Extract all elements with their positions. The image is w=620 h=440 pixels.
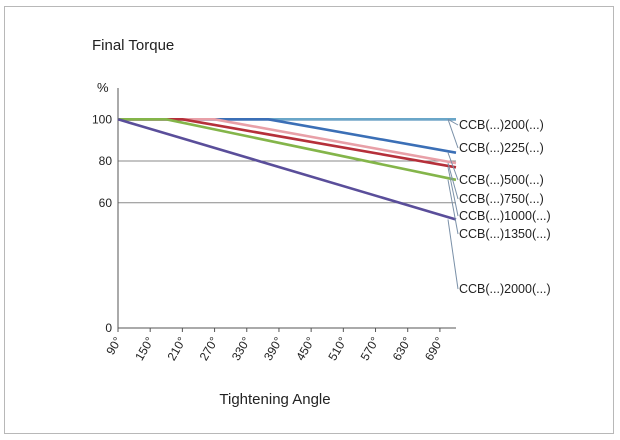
- legend-connector: [447, 219, 459, 290]
- series-line-7: [117, 118, 457, 221]
- series-line-4: [118, 118, 457, 165]
- chart-frame: [4, 6, 614, 434]
- x-tick-label: 690°: [422, 334, 447, 363]
- x-tick-label: 210°: [164, 334, 189, 363]
- series-line-6: [118, 118, 457, 182]
- series-lines: [117, 118, 457, 221]
- legend-connector: [447, 118, 459, 126]
- legend-label-7: CCB(...)2000(...): [459, 282, 551, 296]
- legend-label-3: CCB(...)500(...): [459, 173, 544, 187]
- legend-label-5: CCB(...)1000(...): [459, 209, 551, 223]
- y-tick-label: 100: [92, 112, 112, 126]
- x-tick-label: 270°: [197, 334, 222, 363]
- legend-connector: [447, 179, 459, 235]
- x-tick-label: 150°: [132, 334, 157, 363]
- y-tick-label: 0: [105, 321, 112, 335]
- x-tick-label: 510°: [325, 334, 350, 363]
- y-tick-label: 80: [99, 154, 113, 168]
- legend: CCB(...)200(...) CCB(...)225(...) CCB(...)…: [447, 118, 551, 296]
- series-line-3: [118, 118, 457, 154]
- legend-connector: [447, 167, 459, 217]
- x-axis-title: Tightening Angle: [219, 391, 330, 408]
- axes: [117, 88, 456, 332]
- x-tick-label: 450°: [293, 334, 318, 363]
- x-tick-label: 630°: [390, 334, 415, 363]
- legend-label-1: CCB(...)200(...): [459, 118, 544, 132]
- x-tick-label: 90°: [103, 334, 124, 357]
- legend-connector: [447, 162, 459, 200]
- legend-label-4: CCB(...)750(...): [459, 192, 544, 206]
- y-tick-labels: 0 60 80 100: [92, 112, 112, 335]
- legend-label-6: CCB(...)1350(...): [459, 227, 551, 241]
- x-tick-label: 570°: [358, 334, 383, 363]
- legend-connector: [447, 119, 459, 149]
- x-tick-labels: 90° 150° 210° 270° 330° 390° 450° 510° 570° 630° 6…: [103, 334, 446, 363]
- legend-connector: [447, 152, 459, 181]
- chart-title: Final Torque: [92, 37, 174, 54]
- x-tick-label: 390°: [261, 334, 286, 363]
- x-tick-label: 330°: [229, 334, 254, 363]
- y-axis-unit: %: [97, 80, 109, 95]
- y-tick-label: 60: [99, 196, 113, 210]
- legend-label-2: CCB(...)225(...): [459, 141, 544, 155]
